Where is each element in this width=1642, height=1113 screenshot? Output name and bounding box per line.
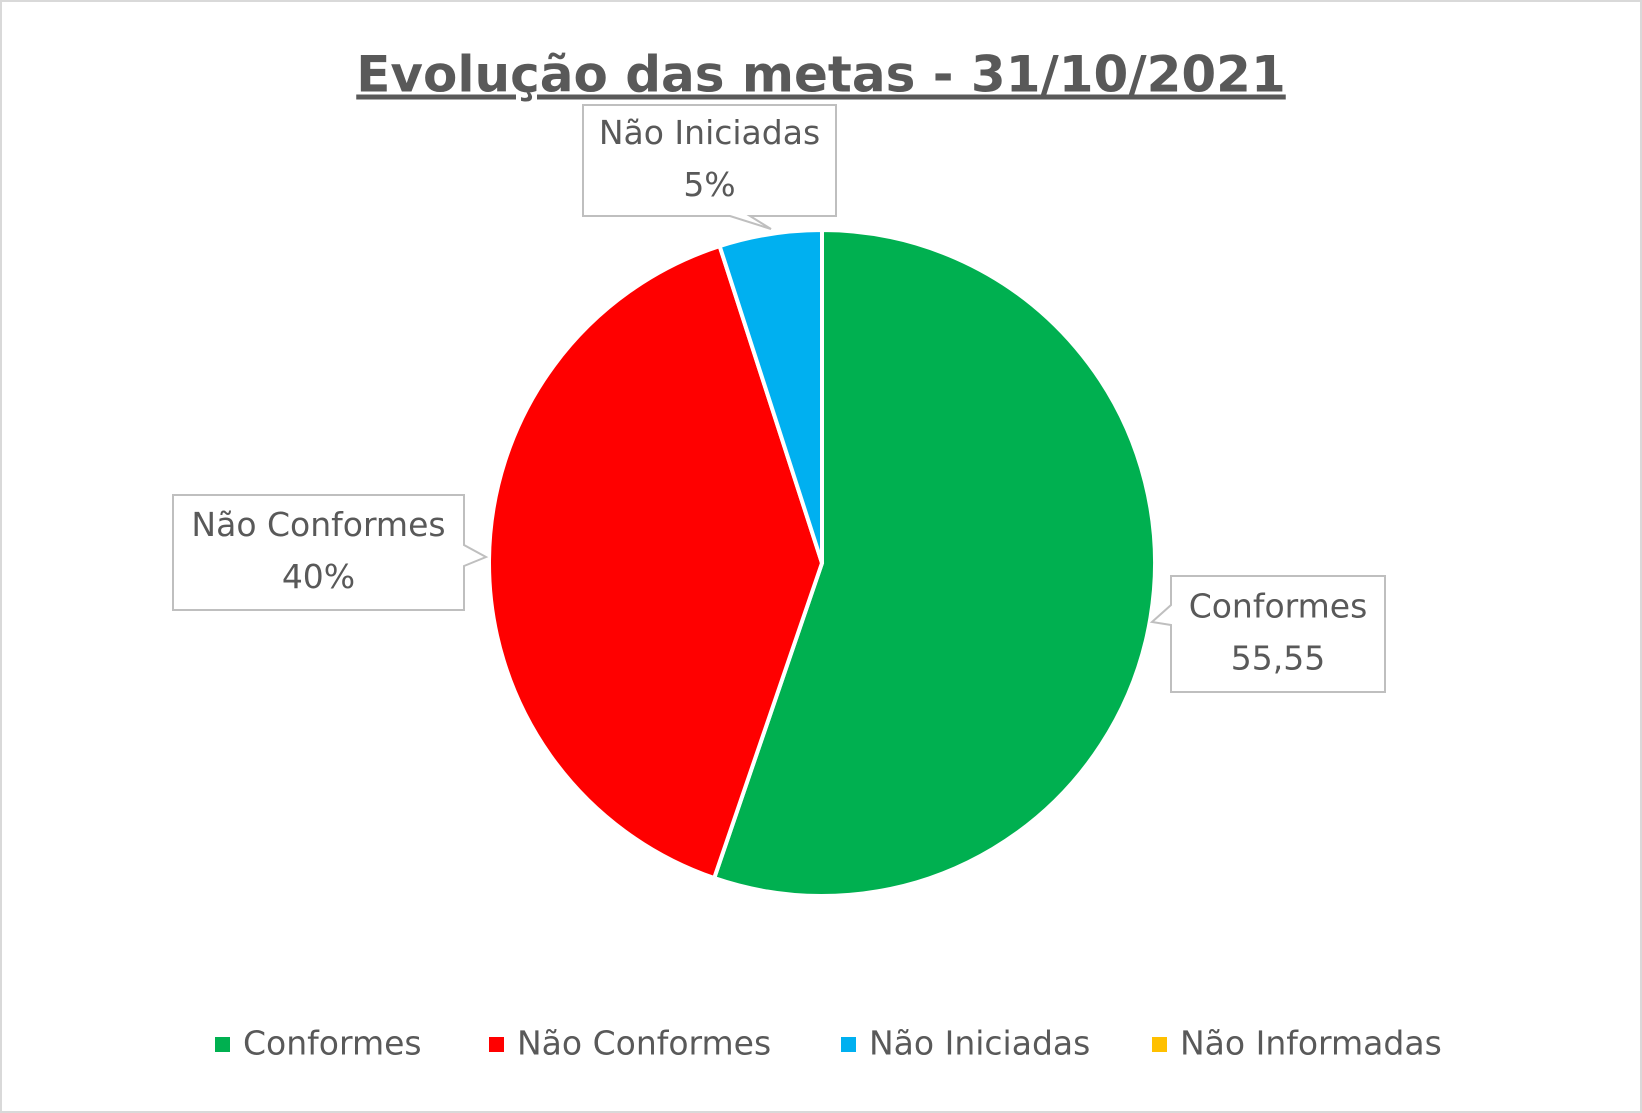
- label-box: [1149, 575, 1386, 693]
- legend-label: Não Conformes: [517, 1024, 771, 1063]
- data-label-value: 55,55: [1231, 639, 1325, 678]
- legend-swatch: [841, 1037, 856, 1052]
- pie-slice: [711, 227, 1157, 898]
- legend-label: Não Informadas: [1180, 1024, 1442, 1063]
- label-box: [172, 494, 489, 611]
- legend-swatch: [1152, 1037, 1167, 1052]
- legend-swatch: [489, 1037, 504, 1052]
- legend-label: Conformes: [243, 1024, 422, 1063]
- data-label-name: Conformes: [1189, 587, 1368, 626]
- legend-label: Não Iniciadas: [869, 1024, 1090, 1063]
- data-label-name: Não Iniciadas: [599, 113, 820, 152]
- data-label-value: 5%: [683, 165, 735, 204]
- legend-swatch: [215, 1037, 230, 1052]
- pie-slice: [487, 243, 825, 881]
- chart-title: Evolução das metas - 31/10/2021: [356, 46, 1286, 104]
- data-label-value: 40%: [282, 557, 355, 596]
- data-label-name: Não Conformes: [191, 505, 445, 544]
- label-box: [582, 104, 837, 230]
